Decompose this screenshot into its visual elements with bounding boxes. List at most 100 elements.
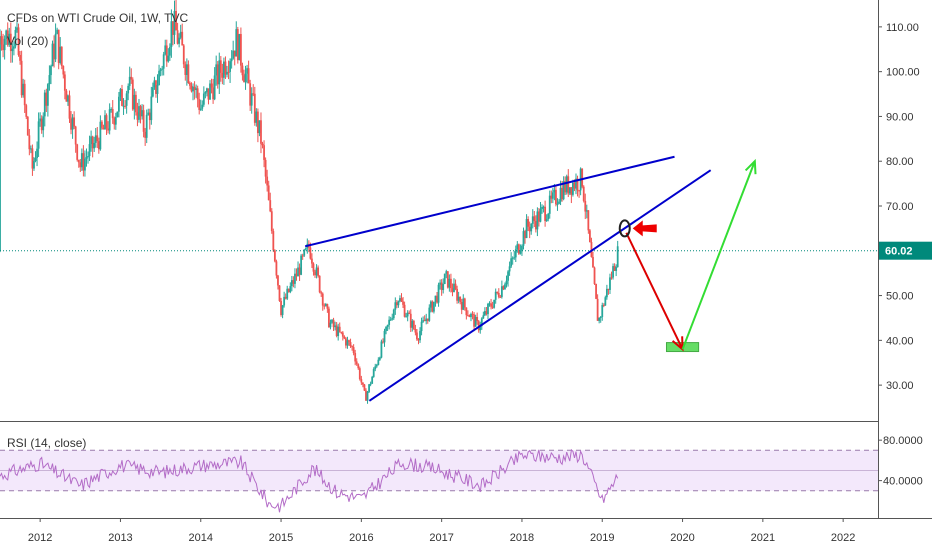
candle-body [326, 304, 329, 309]
candle-body [118, 96, 120, 112]
candle-body [383, 330, 386, 343]
candle-body [125, 93, 128, 106]
candle-body [210, 83, 213, 88]
candle-body [221, 72, 224, 78]
candle-body [192, 86, 194, 92]
rsi-tick-label: 40.0000 [883, 476, 923, 488]
time-tick-label: 2012 [28, 532, 52, 544]
candle-body [161, 68, 164, 70]
candle-body [287, 288, 290, 293]
candle-body [54, 33, 57, 60]
time-tick-label: 2016 [349, 532, 373, 544]
candle-body [114, 116, 117, 125]
candle-body [255, 111, 258, 123]
candle-body [43, 92, 46, 117]
candle-body [451, 288, 454, 292]
candle-body [417, 339, 420, 341]
candle-body [294, 273, 296, 284]
candle-body [108, 109, 111, 131]
candle-body [90, 136, 93, 145]
candle-body [425, 318, 428, 322]
candle-body [456, 288, 458, 301]
candle-body [17, 27, 20, 55]
candle-body [284, 296, 287, 299]
candle-body [335, 325, 338, 337]
candle-body [85, 157, 88, 159]
rsi-pane[interactable] [0, 448, 878, 513]
candle-body [42, 116, 45, 131]
candle-body [25, 105, 28, 117]
candle-body [37, 121, 40, 149]
trendline[interactable] [368, 169, 712, 402]
candle-body [343, 336, 346, 339]
candle-body [397, 301, 400, 306]
price-tick-label: 100.00 [886, 67, 920, 79]
candle-body [189, 82, 191, 86]
candle-body [243, 75, 245, 83]
candle-body [230, 58, 233, 62]
candle-body [9, 33, 12, 52]
candle-body [264, 159, 267, 177]
candle-body [57, 29, 60, 63]
price-pane[interactable] [0, 0, 878, 404]
bullish-arrow[interactable] [681, 160, 756, 350]
candle-body [202, 93, 205, 105]
candle-body [471, 313, 474, 315]
candle-body [176, 30, 179, 44]
candle-body [104, 115, 106, 130]
trendline[interactable] [304, 155, 675, 248]
candle-body [71, 117, 74, 130]
candle-body [122, 105, 125, 107]
candle-body [269, 200, 272, 212]
candle-body [311, 258, 313, 264]
candle-body [91, 136, 94, 149]
candle-body [226, 71, 228, 75]
candle-body [485, 311, 488, 315]
candle-body [368, 384, 370, 392]
candle-body [346, 340, 349, 346]
candle-body [613, 266, 616, 271]
candle-body [175, 10, 177, 31]
candle-body [229, 61, 231, 72]
last-price-badge [879, 241, 932, 260]
rsi-indicator-label: RSI (14, close) [7, 436, 87, 450]
candle-body [610, 277, 613, 279]
candle-body [411, 320, 414, 328]
candle-body [505, 280, 508, 285]
candle-body [349, 342, 352, 347]
candle-body [514, 249, 517, 258]
candle-body [605, 288, 608, 298]
candle-body [110, 109, 113, 111]
candle-body [290, 280, 293, 287]
candle-body [612, 266, 614, 278]
breakdown-pointer-arrow[interactable] [632, 220, 657, 237]
candle-body [375, 364, 378, 367]
candle-body [298, 267, 301, 275]
candle-body [124, 105, 126, 107]
candle-body [151, 87, 154, 97]
time-tick-label: 2019 [590, 532, 614, 544]
candle-body [113, 118, 116, 125]
candle-body [490, 303, 492, 307]
rsi-line[interactable] [0, 448, 619, 513]
breakdown-circle-marker[interactable] [618, 219, 631, 238]
candle-body [482, 315, 485, 319]
candle-body [533, 216, 536, 222]
candle-body [136, 112, 139, 120]
candle-body [227, 71, 230, 73]
candle-body [62, 65, 65, 75]
candle-body [204, 92, 207, 94]
candle-body [65, 90, 68, 102]
candle-body [331, 319, 333, 323]
candle-body [323, 305, 326, 307]
candle-body [281, 305, 284, 315]
bearish-arrow[interactable] [625, 232, 684, 350]
candle-body [324, 304, 327, 306]
candle-body [468, 315, 471, 318]
candle-body [20, 60, 23, 96]
candle-body [400, 298, 403, 302]
candle-body [235, 29, 238, 57]
candle-body [130, 76, 133, 80]
candle-body [499, 296, 502, 298]
